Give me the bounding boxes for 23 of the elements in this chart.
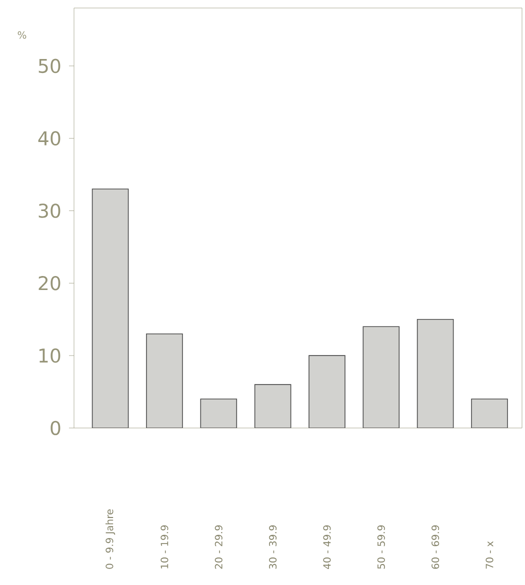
y-tick-label: 50 — [38, 58, 60, 74]
y-tick-label: 20 — [38, 276, 60, 290]
bar — [416, 318, 454, 428]
bar — [362, 326, 400, 428]
bar — [92, 188, 129, 428]
y-axis-title: % — [18, 31, 26, 39]
x-tick-label: 40 - 49.9 — [323, 525, 331, 569]
x-tick-label: 10 - 19.9 — [160, 525, 168, 568]
bar — [146, 333, 183, 428]
y-tick-label: 0 — [50, 420, 60, 436]
y-tick-label: 10 — [39, 348, 60, 363]
x-tick-label: 60 - 69.9 — [432, 525, 440, 569]
y-tick-label: 40 — [38, 131, 60, 146]
x-tick-label: 0 - 9.9 Jahre — [106, 509, 116, 569]
x-tick-label: 20 - 29.9 — [214, 525, 222, 569]
x-tick-label: 30 - 39.9 — [269, 525, 277, 569]
bar — [308, 355, 346, 428]
bar — [471, 398, 508, 428]
x-tick-label: 70 - x — [486, 541, 494, 569]
x-tick-label: 50 - 59.9 — [377, 525, 385, 569]
y-tick-label: 30 — [38, 204, 60, 218]
bar — [200, 398, 238, 428]
bar — [254, 384, 292, 428]
